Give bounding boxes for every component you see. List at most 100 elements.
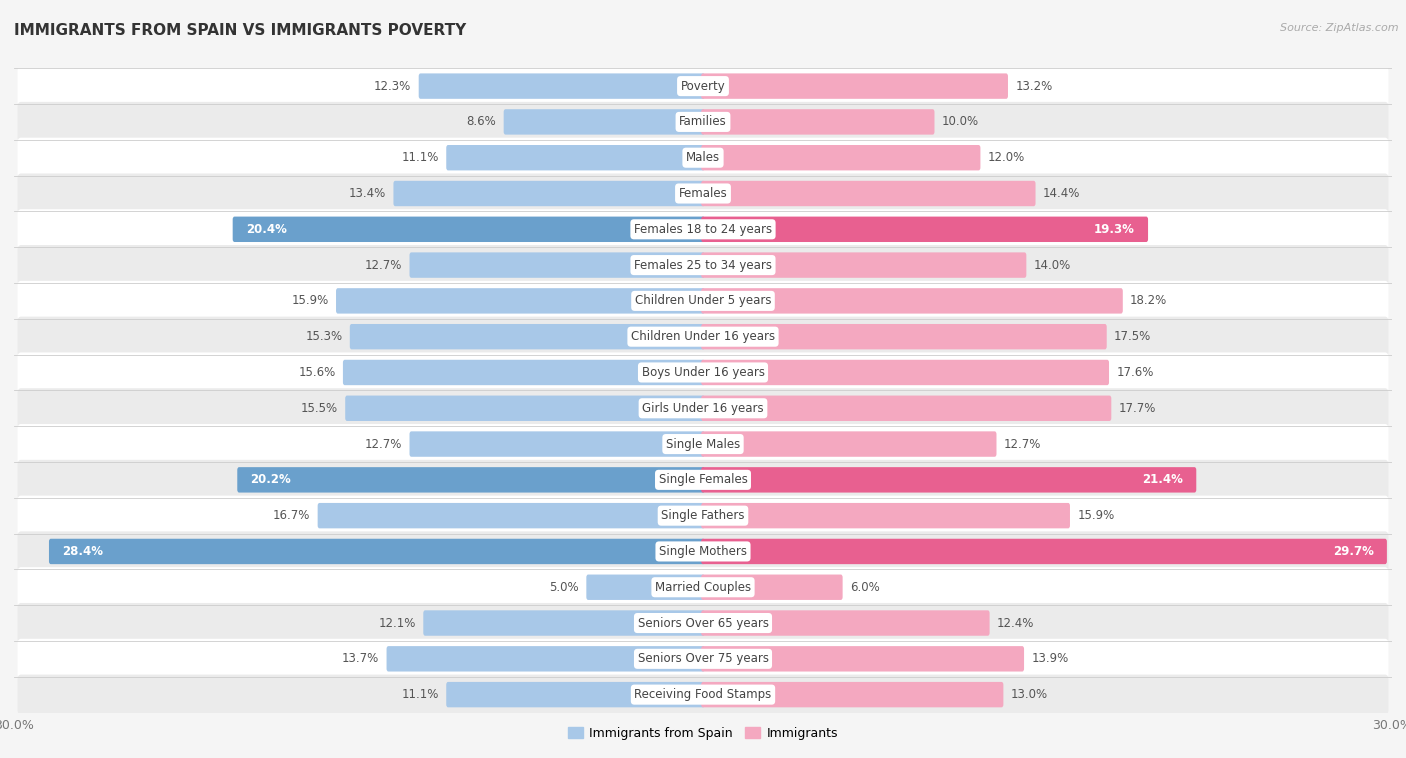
Text: 10.0%: 10.0%	[942, 115, 979, 128]
Text: Females 25 to 34 years: Females 25 to 34 years	[634, 258, 772, 271]
FancyBboxPatch shape	[17, 460, 1389, 500]
Text: 14.4%: 14.4%	[1043, 187, 1080, 200]
Text: 12.4%: 12.4%	[997, 616, 1035, 630]
FancyBboxPatch shape	[336, 288, 704, 314]
FancyBboxPatch shape	[702, 646, 1024, 672]
FancyBboxPatch shape	[394, 181, 704, 206]
Text: Poverty: Poverty	[681, 80, 725, 92]
FancyBboxPatch shape	[17, 245, 1389, 285]
Text: 12.7%: 12.7%	[364, 258, 402, 271]
Text: 12.7%: 12.7%	[1004, 437, 1042, 450]
Text: Source: ZipAtlas.com: Source: ZipAtlas.com	[1281, 23, 1399, 33]
Text: 28.4%: 28.4%	[62, 545, 103, 558]
Text: Females: Females	[679, 187, 727, 200]
FancyBboxPatch shape	[702, 360, 1109, 385]
Text: 15.6%: 15.6%	[298, 366, 336, 379]
Text: 12.7%: 12.7%	[364, 437, 402, 450]
FancyBboxPatch shape	[702, 431, 997, 457]
FancyBboxPatch shape	[17, 352, 1389, 393]
FancyBboxPatch shape	[232, 217, 704, 242]
FancyBboxPatch shape	[350, 324, 704, 349]
FancyBboxPatch shape	[17, 209, 1389, 249]
Text: Females 18 to 24 years: Females 18 to 24 years	[634, 223, 772, 236]
FancyBboxPatch shape	[702, 682, 1004, 707]
FancyBboxPatch shape	[446, 145, 704, 171]
FancyBboxPatch shape	[702, 181, 1036, 206]
Text: 12.0%: 12.0%	[988, 151, 1025, 164]
FancyBboxPatch shape	[318, 503, 704, 528]
Text: Seniors Over 75 years: Seniors Over 75 years	[637, 653, 769, 666]
FancyBboxPatch shape	[503, 109, 704, 135]
Text: 20.4%: 20.4%	[246, 223, 287, 236]
Text: 17.5%: 17.5%	[1114, 330, 1152, 343]
Text: 12.3%: 12.3%	[374, 80, 412, 92]
FancyBboxPatch shape	[17, 639, 1389, 679]
FancyBboxPatch shape	[17, 675, 1389, 715]
Text: Seniors Over 65 years: Seniors Over 65 years	[637, 616, 769, 630]
Text: 13.0%: 13.0%	[1011, 688, 1047, 701]
FancyBboxPatch shape	[702, 74, 1008, 99]
FancyBboxPatch shape	[702, 575, 842, 600]
Text: 13.4%: 13.4%	[349, 187, 387, 200]
FancyBboxPatch shape	[702, 467, 1197, 493]
Legend: Immigrants from Spain, Immigrants: Immigrants from Spain, Immigrants	[562, 722, 844, 745]
Text: 15.9%: 15.9%	[1077, 509, 1115, 522]
FancyBboxPatch shape	[586, 575, 704, 600]
Text: 17.6%: 17.6%	[1116, 366, 1154, 379]
Text: 15.9%: 15.9%	[291, 294, 329, 308]
Text: Married Couples: Married Couples	[655, 581, 751, 594]
Text: Children Under 16 years: Children Under 16 years	[631, 330, 775, 343]
FancyBboxPatch shape	[702, 324, 1107, 349]
FancyBboxPatch shape	[419, 74, 704, 99]
FancyBboxPatch shape	[423, 610, 704, 636]
FancyBboxPatch shape	[702, 252, 1026, 277]
Text: Families: Families	[679, 115, 727, 128]
Text: 18.2%: 18.2%	[1130, 294, 1167, 308]
FancyBboxPatch shape	[702, 145, 980, 171]
Text: 11.1%: 11.1%	[402, 151, 439, 164]
FancyBboxPatch shape	[702, 503, 1070, 528]
Text: 17.7%: 17.7%	[1119, 402, 1156, 415]
Text: 16.7%: 16.7%	[273, 509, 311, 522]
Text: Girls Under 16 years: Girls Under 16 years	[643, 402, 763, 415]
Text: Single Mothers: Single Mothers	[659, 545, 747, 558]
FancyBboxPatch shape	[702, 217, 1149, 242]
Text: 13.2%: 13.2%	[1015, 80, 1053, 92]
FancyBboxPatch shape	[17, 567, 1389, 607]
FancyBboxPatch shape	[17, 281, 1389, 321]
Text: Boys Under 16 years: Boys Under 16 years	[641, 366, 765, 379]
Text: Children Under 5 years: Children Under 5 years	[634, 294, 772, 308]
Text: Males: Males	[686, 151, 720, 164]
Text: Single Males: Single Males	[666, 437, 740, 450]
FancyBboxPatch shape	[702, 610, 990, 636]
Text: 20.2%: 20.2%	[250, 473, 291, 487]
Text: 13.7%: 13.7%	[342, 653, 380, 666]
FancyBboxPatch shape	[17, 174, 1389, 214]
FancyBboxPatch shape	[17, 138, 1389, 178]
FancyBboxPatch shape	[49, 539, 704, 564]
FancyBboxPatch shape	[409, 431, 704, 457]
Text: 5.0%: 5.0%	[550, 581, 579, 594]
Text: 21.4%: 21.4%	[1142, 473, 1182, 487]
FancyBboxPatch shape	[17, 424, 1389, 464]
FancyBboxPatch shape	[702, 109, 935, 135]
Text: 15.5%: 15.5%	[301, 402, 337, 415]
FancyBboxPatch shape	[387, 646, 704, 672]
FancyBboxPatch shape	[702, 288, 1123, 314]
Text: 8.6%: 8.6%	[467, 115, 496, 128]
FancyBboxPatch shape	[17, 317, 1389, 357]
FancyBboxPatch shape	[17, 603, 1389, 643]
Text: 6.0%: 6.0%	[851, 581, 880, 594]
Text: 14.0%: 14.0%	[1033, 258, 1071, 271]
FancyBboxPatch shape	[238, 467, 704, 493]
Text: 11.1%: 11.1%	[402, 688, 439, 701]
Text: Receiving Food Stamps: Receiving Food Stamps	[634, 688, 772, 701]
Text: Single Fathers: Single Fathers	[661, 509, 745, 522]
Text: 13.9%: 13.9%	[1032, 653, 1069, 666]
FancyBboxPatch shape	[17, 531, 1389, 572]
Text: Single Females: Single Females	[658, 473, 748, 487]
Text: 19.3%: 19.3%	[1094, 223, 1135, 236]
FancyBboxPatch shape	[17, 388, 1389, 428]
Text: 29.7%: 29.7%	[1333, 545, 1374, 558]
FancyBboxPatch shape	[17, 496, 1389, 536]
